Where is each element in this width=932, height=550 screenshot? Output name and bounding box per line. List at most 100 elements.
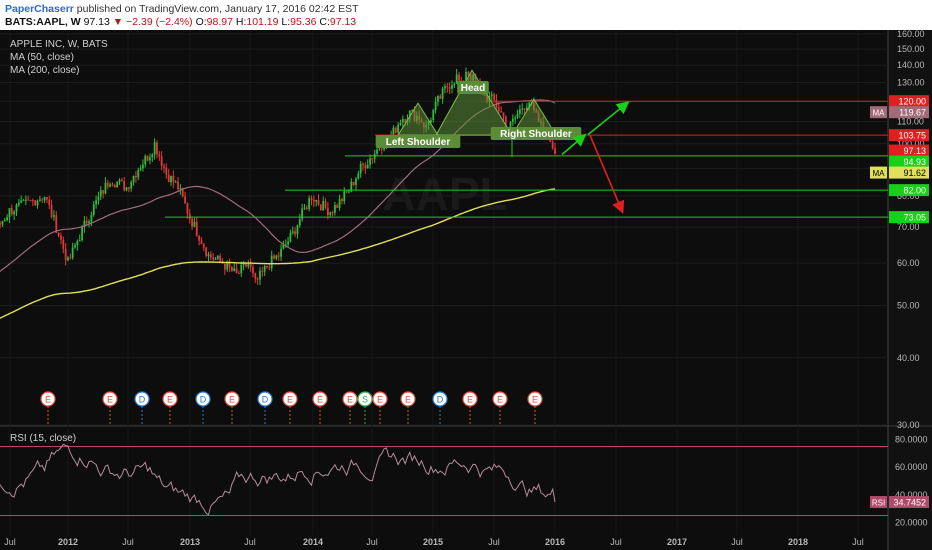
rsi-prefix-tag (870, 496, 887, 509)
price-change: −2.39 (−2.4%) (126, 16, 193, 28)
head-label: Head (461, 83, 485, 94)
candle-body (43, 197, 46, 201)
candle-body (497, 107, 500, 112)
event-marker-label: S (362, 395, 368, 405)
up-arrow-short (561, 133, 587, 156)
event-marker (432, 391, 448, 407)
author-link[interactable]: PaperChaserr (5, 3, 74, 15)
candle-body (317, 200, 320, 205)
time-tick-label: Jul (731, 537, 743, 547)
candle-body (90, 215, 93, 222)
event-marker-label: E (497, 395, 503, 405)
price-tag (889, 155, 929, 168)
candle-body (305, 207, 308, 209)
time-tick-label: 2017 (667, 537, 687, 547)
left-shoulder-label: Left Shoulder (386, 137, 451, 148)
candle-body (338, 199, 341, 208)
candle-body (216, 255, 219, 259)
candle-body (439, 96, 442, 99)
low-label: L: (281, 16, 291, 28)
candle-body (62, 239, 65, 249)
event-marker (257, 391, 273, 407)
head-label-bg (457, 81, 489, 94)
candle-body (336, 205, 339, 208)
candle-body (401, 119, 404, 123)
candle-body (263, 265, 266, 272)
event-marker (527, 391, 543, 407)
candle-body (465, 71, 467, 81)
candle-body (366, 164, 369, 169)
candle-body (238, 273, 240, 275)
candle-body (350, 181, 353, 192)
candle-body (123, 180, 126, 191)
candle-body (399, 122, 402, 125)
rsi-value-label: 34.7452 (893, 498, 926, 508)
ma50-legend[interactable]: MA (50, close) (10, 52, 74, 63)
candle-body (160, 156, 163, 166)
candle-body (179, 188, 182, 190)
high-value: 101.19 (246, 16, 279, 28)
candle-body (214, 258, 217, 260)
price-tick-label: 60.00 (897, 258, 920, 268)
price-tag (889, 106, 929, 119)
ma200-legend[interactable]: MA (200, close) (10, 65, 80, 76)
candle-body (99, 190, 102, 197)
time-tick-label: 2016 (545, 537, 565, 547)
time-tick-label: Jul (122, 537, 134, 547)
event-marker-label: E (377, 395, 383, 405)
candle-body (326, 207, 329, 215)
candle-body (57, 232, 60, 236)
candle-body (434, 101, 437, 111)
candle-body (511, 118, 514, 123)
candle-body (120, 179, 123, 181)
chart-canvas[interactable]: AAPL30.0040.0050.0060.0070.0080.0090.001… (0, 29, 932, 550)
candle-body (24, 199, 27, 201)
candle-body (411, 110, 414, 112)
candle-body (193, 221, 196, 227)
candle-body (259, 270, 261, 280)
rsi-legend[interactable]: RSI (15, close) (10, 433, 77, 444)
candle-body (142, 164, 144, 169)
chart-area[interactable]: AAPL30.0040.0050.0060.0070.0080.0090.001… (0, 29, 932, 550)
event-marker (40, 391, 56, 407)
candle-body (165, 167, 168, 175)
price-tag (889, 144, 929, 157)
candle-body (134, 175, 137, 178)
rsi-prefix-label: RSI (872, 499, 885, 508)
candle-body (53, 215, 55, 217)
candle-body (181, 188, 184, 197)
candle-body (137, 170, 140, 178)
candle-body (352, 181, 355, 185)
candle-body (64, 248, 67, 261)
candle-body (144, 155, 147, 165)
left-shoulder-label-bg (375, 135, 461, 148)
candle-body (514, 117, 517, 119)
candle-body (437, 96, 439, 102)
time-tick-label: Jul (244, 537, 256, 547)
event-marker-label: E (229, 395, 235, 405)
time-tick-label: Jul (610, 537, 622, 547)
event-marker (492, 391, 508, 407)
time-tick-label: Jul (488, 537, 500, 547)
candle-body (3, 220, 6, 222)
event-marker-label: E (467, 395, 473, 405)
watermark: AAPL (382, 168, 507, 220)
candle-body (74, 245, 76, 248)
price-tag-label: 94.93 (903, 157, 926, 167)
event-marker (357, 391, 373, 407)
candle-body (453, 83, 456, 86)
candle-body (312, 199, 315, 202)
candle-body (111, 184, 114, 186)
candle-body (490, 94, 493, 96)
candle-body (95, 200, 97, 205)
price-tick-label: 160.00 (897, 30, 925, 39)
candle-body (357, 173, 360, 179)
candle-body (127, 187, 130, 189)
event-marker-label: E (107, 395, 113, 405)
candle-body (277, 255, 280, 257)
candle-body (359, 163, 362, 174)
candle-body (109, 184, 112, 187)
candle-body (212, 257, 215, 260)
candle-body (518, 109, 521, 114)
rsi-tick-label: 60.0000 (895, 462, 928, 472)
